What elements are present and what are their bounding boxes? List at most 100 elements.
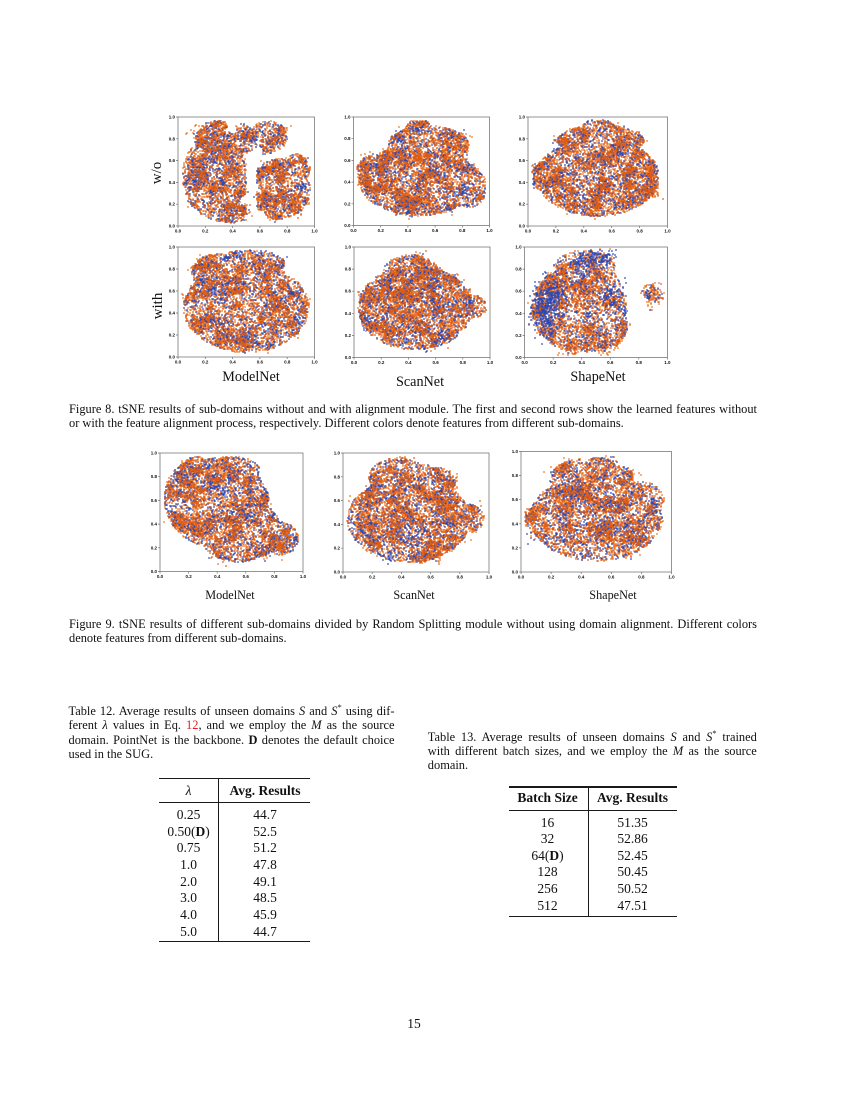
svg-text:0.8: 0.8 [636,360,643,365]
svg-text:1.0: 1.0 [300,574,307,579]
svg-text:0.6: 0.6 [169,289,176,294]
svg-text:0.6: 0.6 [512,497,519,502]
svg-text:0.0: 0.0 [151,569,158,574]
svg-text:0.0: 0.0 [518,575,525,580]
svg-text:1.0: 1.0 [334,451,341,456]
svg-text:0.4: 0.4 [344,180,351,185]
svg-text:1.0: 1.0 [151,451,158,456]
svg-text:0.4: 0.4 [169,180,176,185]
svg-text:0.8: 0.8 [345,267,352,272]
svg-text:1.0: 1.0 [486,228,493,233]
svg-text:0.0: 0.0 [512,570,519,575]
svg-text:0.2: 0.2 [334,546,341,551]
svg-text:0.0: 0.0 [175,229,182,234]
svg-text:0.0: 0.0 [334,570,341,575]
svg-text:0.4: 0.4 [229,360,236,365]
svg-text:1.0: 1.0 [519,115,526,120]
svg-text:0.0: 0.0 [344,223,351,228]
svg-text:0.4: 0.4 [578,575,585,580]
svg-text:0.6: 0.6 [608,575,615,580]
svg-text:0.0: 0.0 [169,224,176,229]
svg-text:0.0: 0.0 [350,228,357,233]
svg-text:0.2: 0.2 [378,228,385,233]
svg-text:0.2: 0.2 [185,574,192,579]
svg-text:1.0: 1.0 [664,229,671,234]
svg-text:0.8: 0.8 [169,136,176,141]
svg-text:0.8: 0.8 [344,136,351,141]
svg-text:0.8: 0.8 [460,360,467,365]
svg-text:0.0: 0.0 [169,355,176,360]
svg-text:1.0: 1.0 [512,449,519,454]
svg-text:0.2: 0.2 [519,202,526,207]
svg-text:0.6: 0.6 [243,574,250,579]
svg-text:0.6: 0.6 [344,158,351,163]
svg-text:0.8: 0.8 [459,228,466,233]
svg-text:0.2: 0.2 [202,360,209,365]
svg-text:0.4: 0.4 [334,522,341,527]
svg-text:0.6: 0.6 [432,228,439,233]
svg-text:0.0: 0.0 [519,224,526,229]
svg-text:0.6: 0.6 [427,575,434,580]
svg-text:0.4: 0.4 [515,311,522,316]
svg-text:0.0: 0.0 [525,229,532,234]
svg-text:1.0: 1.0 [664,360,671,365]
svg-text:1.0: 1.0 [311,360,318,365]
svg-text:0.8: 0.8 [519,136,526,141]
svg-text:1.0: 1.0 [487,360,494,365]
svg-text:0.2: 0.2 [169,202,176,207]
svg-text:1.0: 1.0 [311,229,318,234]
svg-text:1.0: 1.0 [169,115,176,120]
svg-text:0.0: 0.0 [515,355,522,360]
svg-text:0.8: 0.8 [284,229,291,234]
svg-text:0.8: 0.8 [334,474,341,479]
svg-text:1.0: 1.0 [345,245,352,250]
svg-text:0.2: 0.2 [202,229,209,234]
svg-text:0.6: 0.6 [169,158,176,163]
svg-text:0.8: 0.8 [151,474,158,479]
svg-text:0.8: 0.8 [512,473,519,478]
svg-text:1.0: 1.0 [515,245,522,250]
svg-text:0.4: 0.4 [512,521,519,526]
svg-text:0.0: 0.0 [175,360,182,365]
svg-text:0.6: 0.6 [515,289,522,294]
svg-text:0.4: 0.4 [581,229,588,234]
svg-text:0.4: 0.4 [169,311,176,316]
svg-text:0.4: 0.4 [229,229,236,234]
svg-text:0.2: 0.2 [369,575,376,580]
svg-text:1.0: 1.0 [668,575,675,580]
svg-text:0.4: 0.4 [214,574,221,579]
svg-text:0.8: 0.8 [169,267,176,272]
svg-text:0.2: 0.2 [553,229,560,234]
svg-text:0.6: 0.6 [151,498,158,503]
svg-text:0.2: 0.2 [548,575,555,580]
svg-text:0.4: 0.4 [579,360,586,365]
svg-text:0.0: 0.0 [351,360,358,365]
svg-text:0.0: 0.0 [345,355,352,360]
svg-text:0.0: 0.0 [157,574,164,579]
svg-text:1.0: 1.0 [344,115,351,120]
svg-text:0.2: 0.2 [345,333,352,338]
svg-text:0.8: 0.8 [457,575,464,580]
svg-text:0.2: 0.2 [169,333,176,338]
svg-text:0.8: 0.8 [636,229,643,234]
svg-text:0.6: 0.6 [334,498,341,503]
svg-text:0.2: 0.2 [378,360,385,365]
svg-text:0.2: 0.2 [151,545,158,550]
svg-text:0.4: 0.4 [398,575,405,580]
svg-text:0.6: 0.6 [257,229,264,234]
svg-text:0.6: 0.6 [345,289,352,294]
svg-text:0.8: 0.8 [271,574,278,579]
svg-text:0.0: 0.0 [340,575,347,580]
svg-text:0.8: 0.8 [515,267,522,272]
svg-text:0.2: 0.2 [512,545,519,550]
svg-text:0.6: 0.6 [519,158,526,163]
svg-text:0.4: 0.4 [151,522,158,527]
svg-text:0.2: 0.2 [344,201,351,206]
svg-text:0.6: 0.6 [607,360,614,365]
svg-text:0.4: 0.4 [405,360,412,365]
svg-text:1.0: 1.0 [486,575,493,580]
svg-text:0.6: 0.6 [257,360,264,365]
svg-text:0.0: 0.0 [521,360,528,365]
svg-text:0.2: 0.2 [550,360,557,365]
svg-text:1.0: 1.0 [169,245,176,250]
